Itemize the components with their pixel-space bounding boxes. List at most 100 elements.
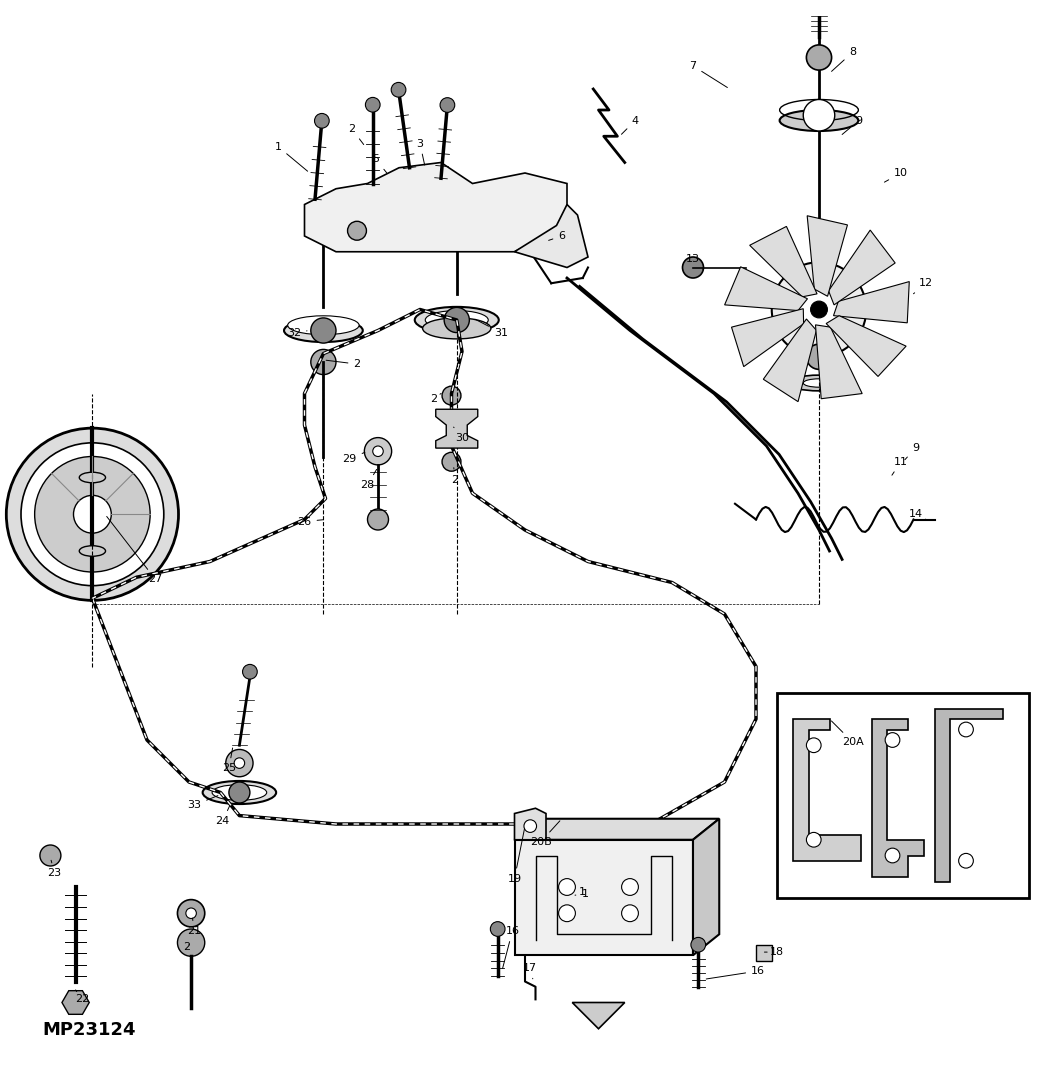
Circle shape — [559, 879, 575, 895]
Ellipse shape — [779, 110, 859, 131]
Text: 32: 32 — [287, 328, 307, 337]
Text: 26: 26 — [297, 517, 322, 526]
Text: 17: 17 — [523, 963, 538, 978]
Text: 30: 30 — [454, 427, 469, 442]
Ellipse shape — [425, 310, 488, 330]
Circle shape — [811, 0, 827, 3]
Text: 2: 2 — [349, 124, 363, 145]
Polygon shape — [826, 316, 906, 376]
Text: 16: 16 — [707, 966, 765, 979]
Ellipse shape — [203, 780, 276, 804]
Text: 4: 4 — [622, 116, 638, 134]
Ellipse shape — [284, 319, 363, 342]
Circle shape — [866, 1, 875, 10]
Bar — [777, 693, 1029, 897]
Text: 24: 24 — [215, 805, 230, 826]
Circle shape — [177, 929, 205, 957]
Polygon shape — [572, 1002, 625, 1029]
Circle shape — [490, 922, 505, 936]
Circle shape — [806, 832, 821, 848]
Polygon shape — [436, 410, 478, 449]
Circle shape — [524, 819, 537, 832]
Polygon shape — [828, 230, 896, 305]
Ellipse shape — [415, 307, 499, 333]
Circle shape — [243, 665, 257, 679]
Polygon shape — [763, 319, 817, 402]
Polygon shape — [732, 309, 803, 366]
Circle shape — [885, 733, 900, 747]
Text: 1: 1 — [575, 890, 588, 899]
Text: 9: 9 — [905, 443, 919, 459]
Polygon shape — [514, 840, 693, 956]
Circle shape — [442, 386, 461, 405]
Circle shape — [177, 899, 205, 926]
Circle shape — [959, 722, 973, 737]
Circle shape — [806, 45, 832, 70]
Circle shape — [348, 222, 366, 240]
Text: 31: 31 — [475, 319, 508, 337]
Text: 11: 11 — [891, 457, 908, 476]
Circle shape — [806, 738, 821, 752]
Circle shape — [842, 0, 880, 9]
Polygon shape — [514, 818, 719, 840]
Text: MP23124: MP23124 — [42, 1022, 135, 1039]
Text: 14: 14 — [908, 509, 926, 520]
Circle shape — [368, 509, 388, 530]
Text: 8: 8 — [832, 48, 856, 71]
Circle shape — [811, 302, 827, 318]
Text: 20A: 20A — [832, 721, 863, 747]
Circle shape — [798, 289, 840, 331]
Circle shape — [622, 905, 638, 922]
Polygon shape — [834, 281, 909, 323]
Text: 13: 13 — [686, 254, 704, 269]
Text: 29: 29 — [342, 452, 365, 464]
Polygon shape — [304, 162, 567, 252]
Polygon shape — [514, 204, 588, 267]
Polygon shape — [514, 809, 546, 840]
Polygon shape — [693, 818, 719, 956]
Text: 2: 2 — [430, 393, 441, 403]
Text: 33: 33 — [187, 796, 218, 810]
Circle shape — [74, 495, 111, 533]
Ellipse shape — [212, 785, 267, 800]
Text: 21: 21 — [187, 918, 202, 936]
Polygon shape — [750, 226, 817, 297]
Polygon shape — [816, 325, 862, 399]
Text: 28: 28 — [360, 469, 377, 490]
Circle shape — [186, 908, 196, 919]
Text: 5: 5 — [373, 155, 386, 173]
Polygon shape — [807, 216, 847, 296]
Circle shape — [311, 318, 336, 343]
Text: 27: 27 — [107, 517, 163, 585]
Ellipse shape — [80, 472, 105, 483]
Ellipse shape — [788, 375, 850, 391]
Circle shape — [772, 263, 866, 357]
Circle shape — [364, 438, 392, 465]
Circle shape — [559, 905, 575, 922]
Circle shape — [21, 443, 164, 586]
Ellipse shape — [803, 378, 835, 387]
Text: 23: 23 — [47, 860, 62, 879]
Text: 16: 16 — [503, 926, 520, 969]
Ellipse shape — [288, 316, 359, 335]
Circle shape — [6, 428, 179, 600]
Circle shape — [35, 456, 150, 572]
Circle shape — [392, 82, 406, 97]
Polygon shape — [756, 945, 772, 961]
Circle shape — [803, 99, 835, 131]
Text: 25: 25 — [222, 748, 236, 773]
Text: 12: 12 — [914, 278, 933, 294]
Ellipse shape — [422, 318, 491, 339]
Text: 22: 22 — [75, 990, 89, 1004]
Circle shape — [315, 114, 330, 129]
Polygon shape — [934, 708, 1003, 882]
Polygon shape — [793, 719, 861, 860]
Text: 1: 1 — [275, 142, 308, 171]
Circle shape — [365, 97, 380, 112]
Circle shape — [234, 758, 245, 769]
Text: 20B: 20B — [530, 820, 560, 846]
Circle shape — [622, 879, 638, 895]
Text: 2: 2 — [452, 468, 458, 484]
Text: 7: 7 — [690, 61, 728, 88]
Circle shape — [847, 1, 856, 10]
